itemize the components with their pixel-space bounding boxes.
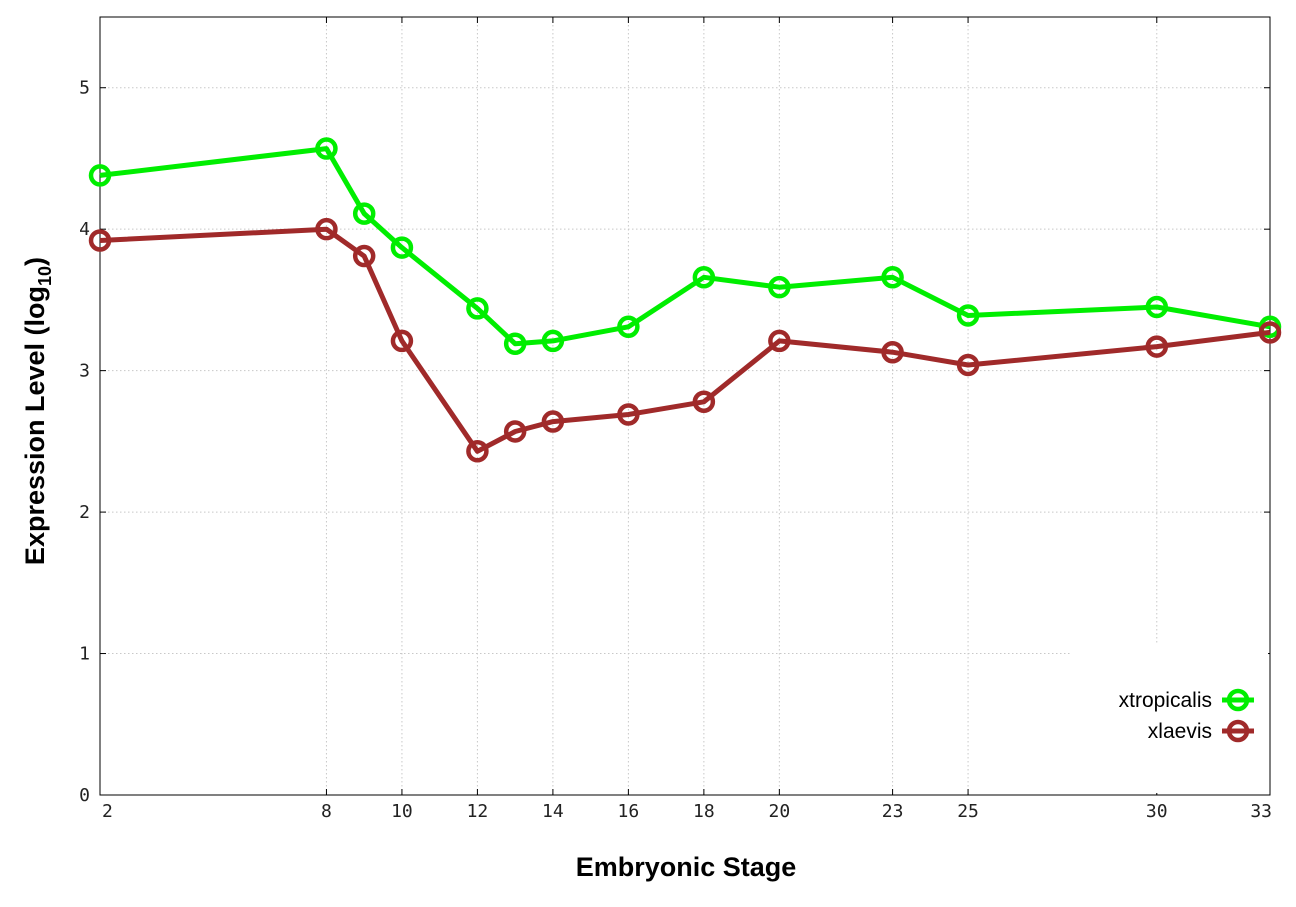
data-point (88, 229, 112, 252)
series-line (99, 226, 1271, 454)
data-point (390, 236, 414, 259)
y-tick-label: 4 (79, 219, 90, 240)
data-point (541, 410, 565, 433)
data-point (768, 329, 791, 353)
series-xlaevis (88, 217, 1282, 463)
legend-background (1072, 643, 1268, 793)
series-layer (88, 137, 1282, 463)
y-tick-label: 2 (79, 502, 90, 523)
data-point (617, 403, 640, 426)
series-xtropicalis (88, 137, 1282, 356)
y-tick-label: 0 (79, 785, 90, 806)
data-point (503, 332, 527, 356)
legend-entry: xlaevis (1148, 719, 1254, 743)
data-point (692, 266, 716, 289)
data-point (466, 297, 489, 320)
data-point (466, 440, 489, 463)
data-point (503, 420, 527, 443)
data-point (315, 217, 338, 241)
data-point (617, 315, 640, 339)
data-point (881, 266, 904, 289)
x-tick-label: 18 (693, 801, 715, 822)
data-point (88, 164, 112, 187)
x-tick-label: 25 (957, 801, 979, 822)
x-tick-label: 20 (769, 801, 791, 822)
series-line (99, 146, 1271, 347)
legend: xtropicalis xlaevis (1072, 643, 1268, 793)
y-tick-label: 5 (79, 78, 90, 99)
data-point (692, 390, 716, 414)
x-tick-label: 16 (618, 801, 640, 822)
x-tick-label: 23 (882, 801, 904, 822)
legend-label: xlaevis (1148, 720, 1212, 743)
x-tick-label: 14 (542, 801, 564, 822)
x-tick-label: 2 (102, 801, 113, 822)
grid (99, 17, 1271, 795)
legend-marker-sample (1226, 719, 1250, 743)
legend-entry: xtropicalis (1119, 688, 1254, 712)
y-axis-title-close: ) (20, 257, 50, 266)
x-tick-label: 10 (391, 801, 413, 822)
y-tick-label: 3 (79, 361, 90, 382)
y-axis-title-main: Expression Level (log (20, 286, 50, 565)
x-tick-label: 33 (1250, 801, 1272, 822)
data-point (881, 340, 904, 364)
data-point (1145, 335, 1169, 358)
data-point (390, 329, 414, 353)
x-axis-title: Embryonic Stage (576, 852, 797, 882)
legend-marker-sample (1226, 688, 1250, 712)
data-point (1145, 295, 1169, 319)
y-axis-title-subscript: 10 (35, 266, 55, 286)
x-tick-label: 12 (467, 801, 489, 822)
x-tick-label: 8 (321, 801, 332, 822)
data-point (352, 244, 376, 268)
data-point (352, 202, 376, 225)
data-point (956, 304, 980, 327)
legend-label: xtropicalis (1119, 689, 1212, 712)
data-point (1258, 321, 1282, 344)
plot-frame (99, 16, 1271, 796)
data-point (768, 275, 791, 299)
data-point (956, 353, 980, 377)
y-axis-title: Expression Level (log10) (20, 257, 55, 565)
x-tick-label: 30 (1146, 801, 1168, 822)
data-point (541, 329, 565, 353)
data-point (315, 137, 338, 160)
y-tick-label: 1 (79, 644, 90, 665)
